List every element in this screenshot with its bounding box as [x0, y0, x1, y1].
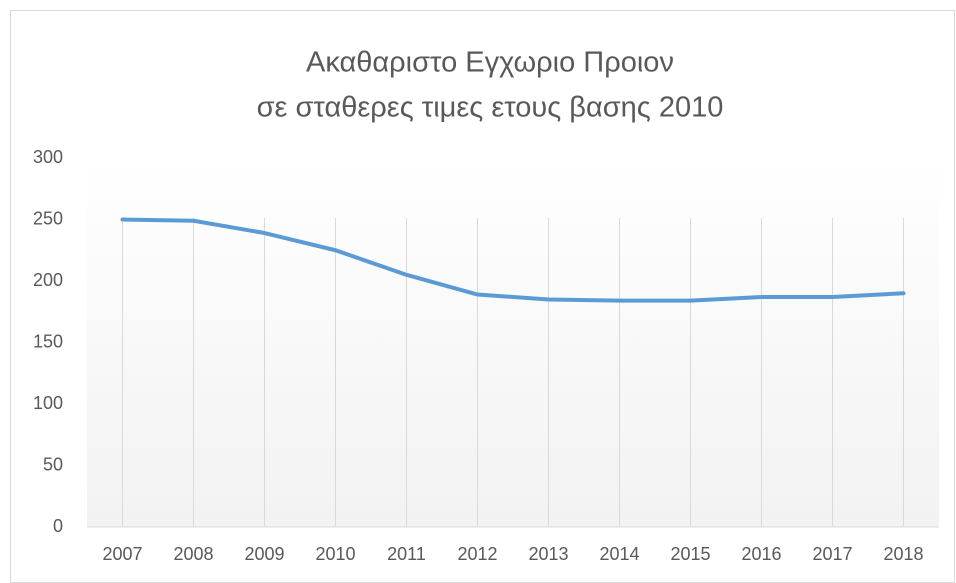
chart-subtitle: σε σταθερες τιμες ετους βασης 2010: [257, 92, 724, 124]
x-tick-label: 2009: [244, 544, 284, 564]
x-tick-label: 2014: [599, 544, 639, 564]
x-tick-label: 2008: [173, 544, 213, 564]
y-tick-label: 200: [33, 270, 63, 290]
x-tick-label: 2010: [315, 544, 355, 564]
y-tick-label: 250: [33, 208, 63, 228]
x-tick-label: 2016: [741, 544, 781, 564]
chart-title: Ακαθαριστο Εγχωριο Προιον: [306, 47, 674, 79]
data-line: [120, 217, 906, 303]
y-tick-label: 0: [53, 516, 63, 536]
x-tick-label: 2011: [387, 544, 426, 564]
x-tick-label: 2013: [528, 544, 568, 564]
y-tick-label: 150: [33, 331, 63, 351]
plot-area: [87, 158, 939, 527]
x-tick-label: 2007: [102, 544, 142, 564]
x-tick-label: 2015: [670, 544, 710, 564]
x-tick-label: 2017: [812, 544, 852, 564]
x-tick-label: 2018: [883, 544, 923, 564]
x-tick-label: 2012: [457, 544, 497, 564]
y-tick-label: 50: [43, 454, 63, 474]
y-tick-label: 100: [33, 393, 63, 413]
y-tick-label: 300: [33, 147, 63, 167]
